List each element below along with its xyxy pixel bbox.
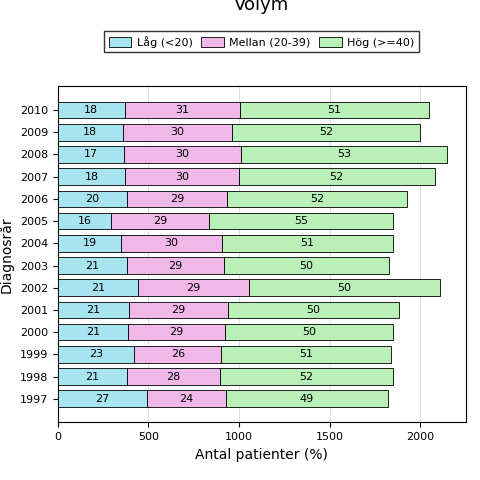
Bar xyxy=(58,168,125,185)
Bar xyxy=(58,390,147,407)
Text: 28: 28 xyxy=(167,372,181,382)
Text: 18: 18 xyxy=(84,105,98,115)
Bar xyxy=(58,368,127,385)
Bar xyxy=(224,257,389,274)
Bar xyxy=(222,235,393,252)
Y-axis label: Diagnosrår: Diagnosrår xyxy=(0,216,14,293)
Text: 53: 53 xyxy=(337,149,351,159)
Bar xyxy=(138,279,249,296)
Text: 18: 18 xyxy=(84,172,98,181)
Bar xyxy=(58,346,134,363)
Bar xyxy=(125,168,239,185)
Bar xyxy=(58,257,127,274)
Bar xyxy=(121,235,222,252)
Bar xyxy=(58,324,128,340)
Text: 52: 52 xyxy=(330,172,344,181)
Bar xyxy=(127,368,220,385)
Text: 50: 50 xyxy=(306,305,320,315)
Bar xyxy=(128,324,225,340)
Text: 50: 50 xyxy=(302,327,316,337)
Text: 29: 29 xyxy=(170,194,184,204)
Bar xyxy=(58,235,121,252)
Bar xyxy=(228,301,398,318)
Text: 50: 50 xyxy=(337,283,351,293)
Bar xyxy=(58,301,129,318)
Text: 17: 17 xyxy=(84,149,98,159)
Bar xyxy=(58,279,138,296)
Bar xyxy=(127,191,228,207)
Text: 51: 51 xyxy=(327,105,342,115)
Text: 21: 21 xyxy=(85,261,99,271)
Bar xyxy=(147,390,226,407)
Bar xyxy=(249,279,440,296)
Text: 30: 30 xyxy=(170,127,184,137)
X-axis label: Antal patienter (%): Antal patienter (%) xyxy=(195,448,328,462)
Bar xyxy=(58,146,124,163)
Text: 19: 19 xyxy=(83,238,96,248)
Bar xyxy=(111,213,208,229)
Legend: Låg (<20), Mellan (20-39), Hög (>=40): Låg (<20), Mellan (20-39), Hög (>=40) xyxy=(105,32,419,52)
Text: 26: 26 xyxy=(171,349,185,360)
Bar xyxy=(58,102,124,119)
Text: 55: 55 xyxy=(294,216,308,226)
Bar xyxy=(134,346,221,363)
Bar xyxy=(232,124,420,141)
Text: 30: 30 xyxy=(175,172,189,181)
Bar xyxy=(127,257,224,274)
Text: 21: 21 xyxy=(91,283,105,293)
Bar xyxy=(58,124,123,141)
Bar xyxy=(228,191,408,207)
Text: 52: 52 xyxy=(300,372,313,382)
Bar xyxy=(124,102,240,119)
Text: 52: 52 xyxy=(310,194,324,204)
Text: 29: 29 xyxy=(169,327,184,337)
Bar xyxy=(124,146,241,163)
Text: 23: 23 xyxy=(89,349,103,360)
Bar xyxy=(239,168,435,185)
Text: 20: 20 xyxy=(85,194,99,204)
Text: 21: 21 xyxy=(86,327,100,337)
Bar xyxy=(240,102,429,119)
Text: 18: 18 xyxy=(83,127,97,137)
Bar xyxy=(225,324,393,340)
Text: 29: 29 xyxy=(186,283,201,293)
Bar xyxy=(58,191,127,207)
Text: 49: 49 xyxy=(300,394,314,404)
Text: 30: 30 xyxy=(175,149,189,159)
Text: 52: 52 xyxy=(319,127,333,137)
Title: Volym: Volym xyxy=(234,0,289,14)
Text: 31: 31 xyxy=(175,105,189,115)
Text: 16: 16 xyxy=(77,216,91,226)
Bar xyxy=(221,346,391,363)
Text: 29: 29 xyxy=(168,261,182,271)
Text: 24: 24 xyxy=(179,394,193,404)
Bar xyxy=(241,146,447,163)
Text: 29: 29 xyxy=(171,305,186,315)
Bar xyxy=(123,124,232,141)
Text: 27: 27 xyxy=(95,394,109,404)
Text: 30: 30 xyxy=(165,238,179,248)
Text: 50: 50 xyxy=(300,261,313,271)
Text: 29: 29 xyxy=(153,216,167,226)
Bar xyxy=(129,301,228,318)
Text: 51: 51 xyxy=(299,349,313,360)
Bar xyxy=(208,213,393,229)
Text: 21: 21 xyxy=(85,372,99,382)
Bar xyxy=(226,390,388,407)
Text: 21: 21 xyxy=(86,305,100,315)
Text: 51: 51 xyxy=(300,238,314,248)
Bar xyxy=(220,368,393,385)
Bar xyxy=(58,213,111,229)
